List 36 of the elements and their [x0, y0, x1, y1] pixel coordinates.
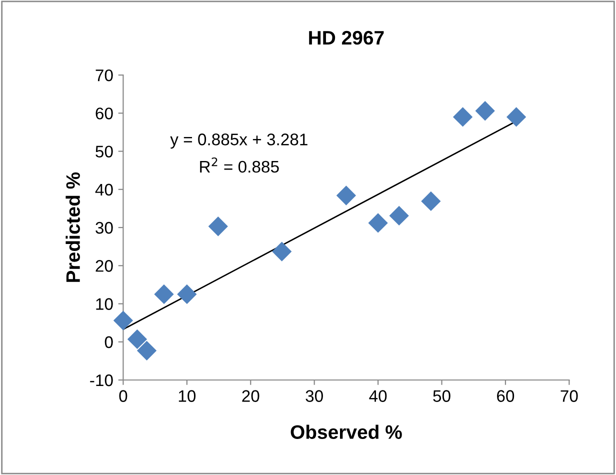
x-tick-label: 70 — [560, 390, 578, 402]
point — [390, 206, 409, 226]
point — [114, 311, 133, 330]
point — [421, 192, 440, 211]
y-tick-label: 50 — [96, 146, 113, 158]
y-tick-label: 40 — [95, 184, 113, 196]
y-tick-label: 10 — [96, 298, 113, 310]
point — [368, 213, 388, 232]
point — [154, 284, 174, 304]
x-tick-label: 50 — [433, 390, 450, 402]
y-tick-label: 30 — [96, 222, 113, 234]
point — [272, 242, 292, 262]
x-tick-label: 60 — [497, 390, 514, 402]
x-tick-label: 0 — [119, 390, 128, 402]
y-tick-label: 60 — [96, 108, 113, 120]
point — [506, 107, 526, 127]
point — [336, 186, 356, 206]
point — [208, 216, 228, 236]
x-tick-label: 20 — [242, 390, 260, 402]
point — [476, 101, 495, 120]
y-tick-label: 70 — [96, 69, 113, 82]
y-axis-title: Predicted % — [66, 172, 80, 282]
x-tick-label: 40 — [369, 390, 387, 402]
x-tick-label: 10 — [178, 390, 196, 402]
x-tick-label: 30 — [306, 390, 323, 402]
chart-title: HD 2967 — [309, 30, 384, 45]
y-tick-label: -10 — [90, 374, 113, 386]
point — [137, 341, 156, 360]
annotation: R$^{2}$ = 0.885 — [200, 157, 279, 173]
annotation: y = 0.885x + 3.281 — [170, 134, 308, 149]
y-tick-label: 0 — [104, 336, 113, 348]
point — [177, 284, 196, 304]
point — [128, 330, 147, 349]
point — [453, 107, 472, 127]
x-axis-title: Observed % — [290, 424, 402, 439]
y-tick-label: 20 — [96, 260, 113, 272]
